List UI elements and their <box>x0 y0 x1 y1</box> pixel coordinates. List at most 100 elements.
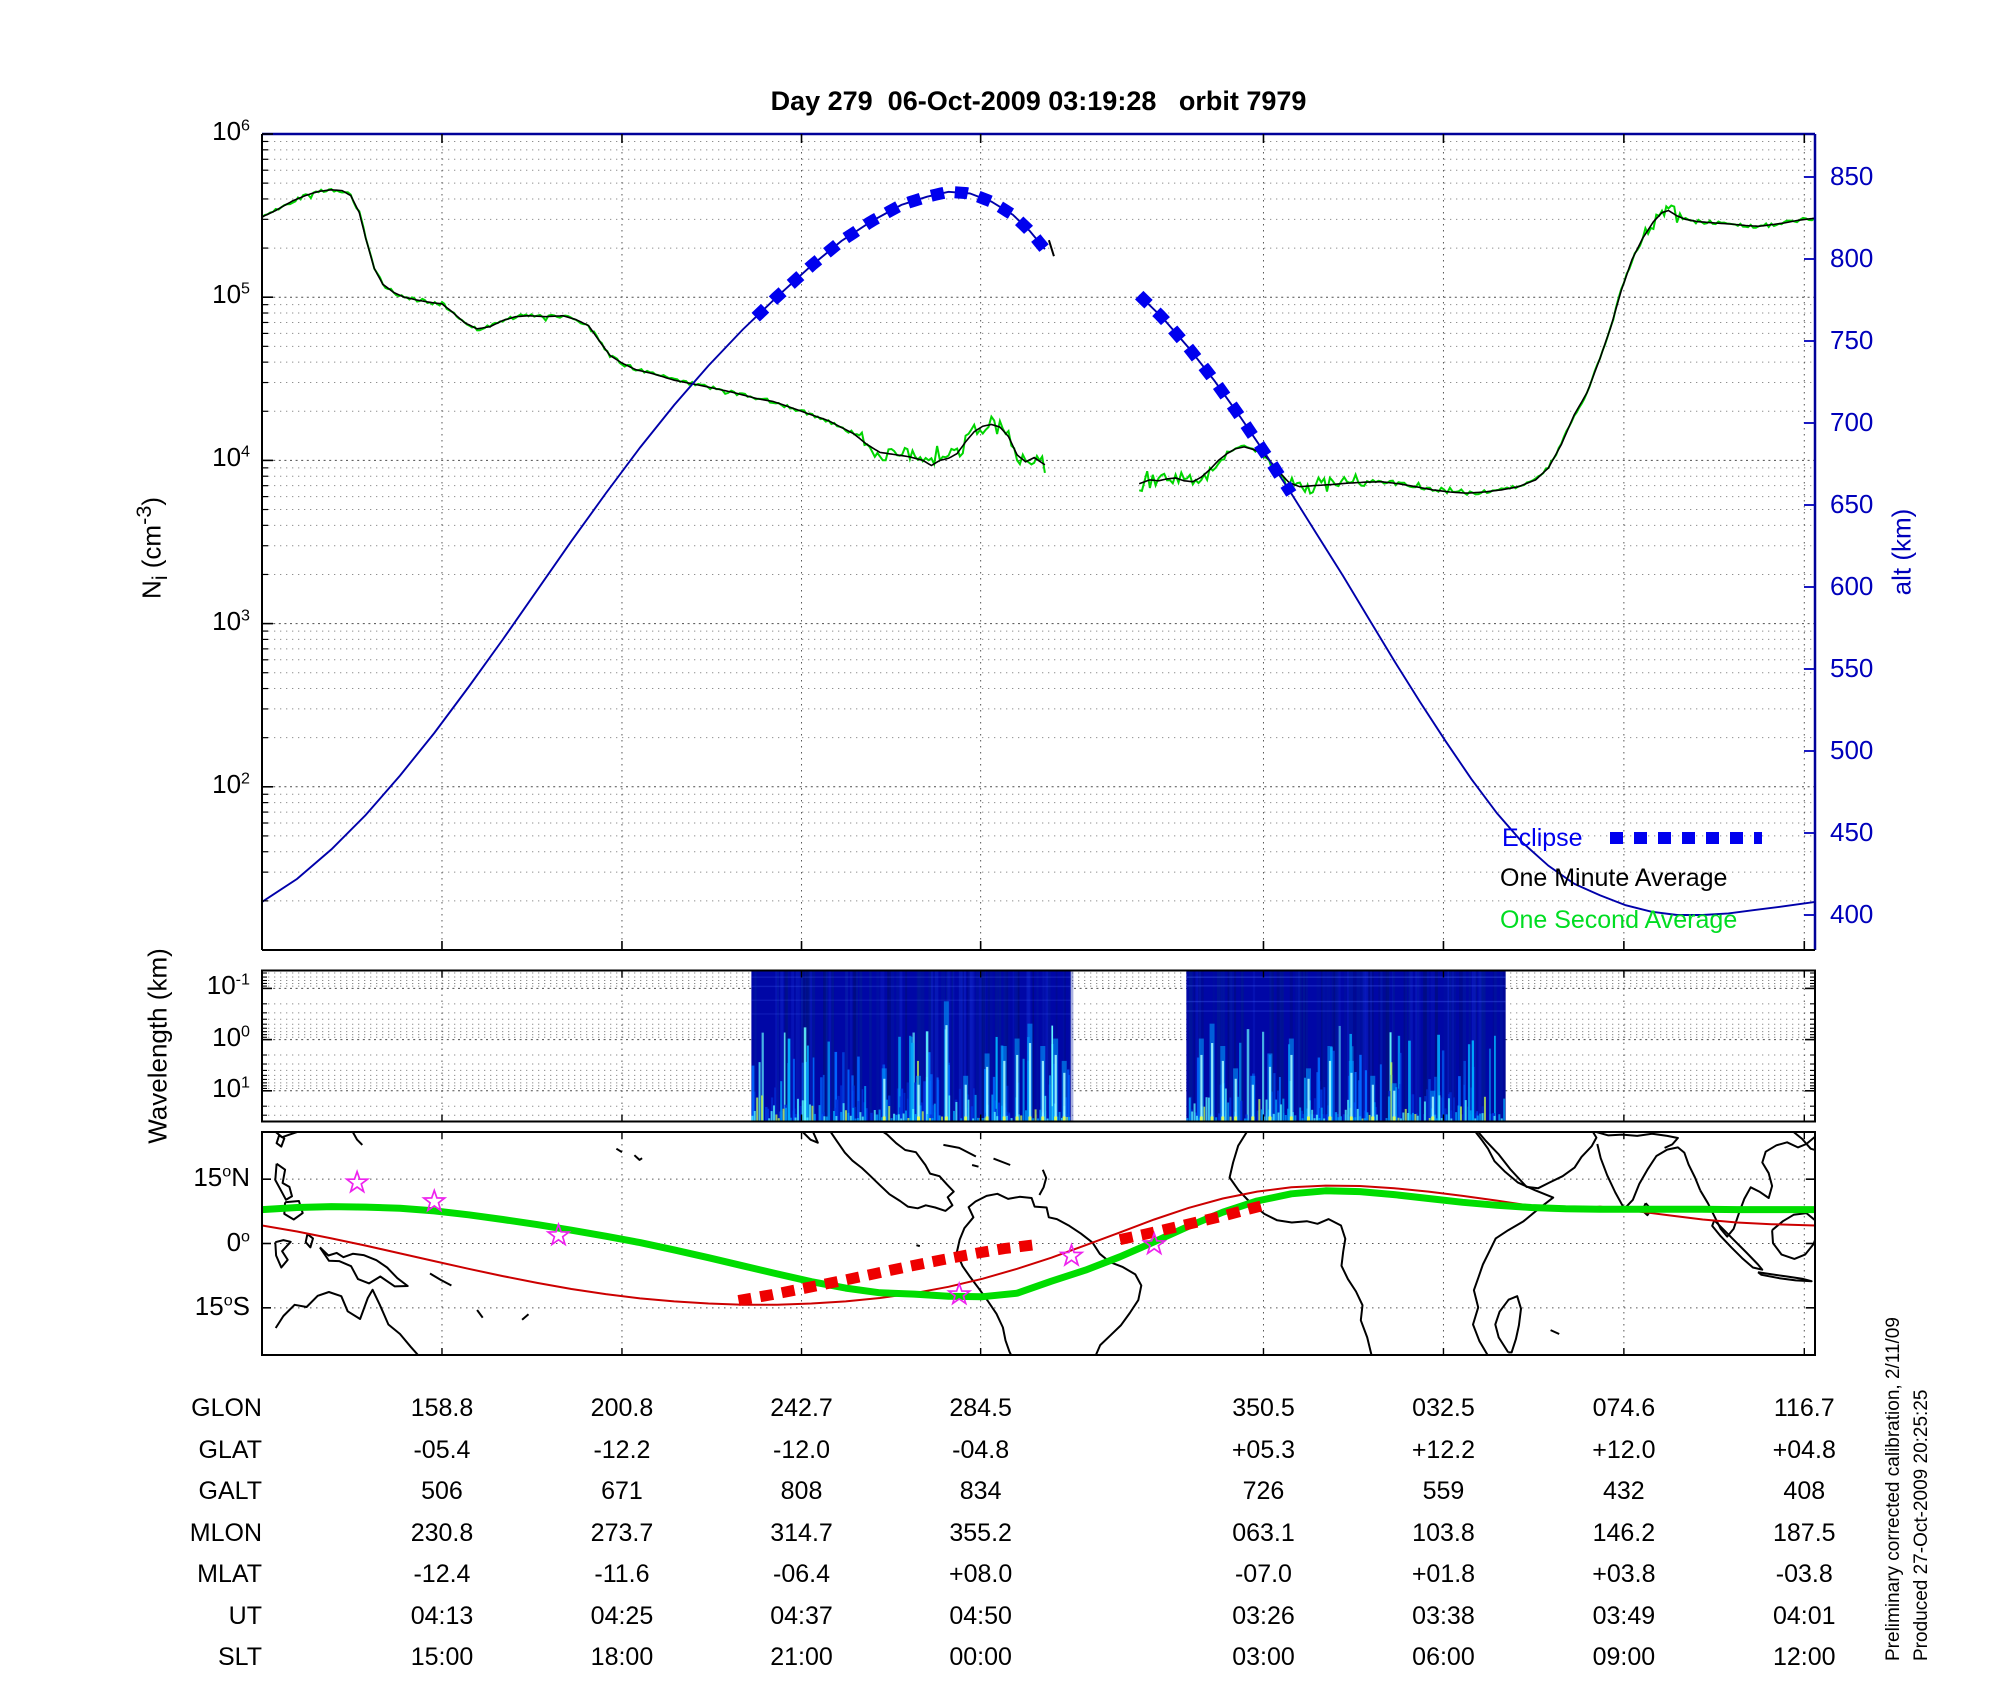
altitude-curve <box>1138 294 1816 916</box>
spectrogram-streak <box>862 1102 866 1121</box>
spectrogram-texture <box>1434 971 1438 1121</box>
coastline <box>633 1154 643 1161</box>
spectrogram-plume <box>1371 1116 1375 1121</box>
spectrogram-streak <box>792 1058 795 1121</box>
spectrogram-texture <box>791 971 795 1121</box>
table-cell: 158.8 <box>410 1394 474 1422</box>
plot-border <box>261 969 1816 1123</box>
coastline <box>429 1272 452 1287</box>
spectrogram-streak <box>857 1101 860 1121</box>
spectrogram-plume <box>1350 1072 1353 1121</box>
spectrogram-streak <box>1058 1111 1061 1121</box>
spectrogram-streak <box>1323 1118 1326 1121</box>
spectrogram-streak <box>847 1112 850 1121</box>
spectrogram-streak <box>1207 1097 1210 1121</box>
spectrogram-streak <box>948 1095 951 1121</box>
spectrogram-texture <box>1362 971 1367 1121</box>
spectrogram-streak <box>1315 1114 1318 1121</box>
ni-tick-label: 104 <box>212 442 250 473</box>
produced-note-line2: Produced 27-Oct-2009 20:25:25 <box>1911 1389 1932 1661</box>
top-plot-curves <box>261 185 1816 916</box>
spectrogram-streak <box>847 1069 850 1121</box>
spectrogram-streak <box>756 1097 759 1121</box>
table-cell: +01.8 <box>1411 1560 1476 1588</box>
spectrogram-streak <box>1399 1118 1402 1121</box>
spectrogram-streak <box>995 1108 997 1121</box>
spectrogram-streak <box>1411 1094 1415 1121</box>
spectrogram-streak <box>1409 1114 1412 1121</box>
spectrogram-streak <box>1357 1080 1361 1121</box>
spectrogram-streak <box>904 1110 907 1121</box>
spectrogram-streak <box>811 1105 814 1121</box>
spectrogram-streak <box>1051 1025 1054 1121</box>
spectrogram-streak <box>837 1095 840 1121</box>
spectrogram-plume <box>1063 1072 1066 1121</box>
spectrogram-plume <box>1251 1084 1254 1121</box>
spectrogram-texture <box>1378 971 1383 1121</box>
spectrogram-streak <box>960 1118 963 1121</box>
spectrogram-texture <box>1269 971 1273 1121</box>
spectrogram-streak <box>1414 1114 1417 1121</box>
spectrogram-streak <box>765 1106 768 1121</box>
spectrogram-streak <box>1005 1085 1009 1121</box>
spectrogram-streak <box>1195 1115 1198 1121</box>
spectrogram-streak <box>1294 1115 1297 1121</box>
spectrogram-plume <box>1268 1066 1272 1121</box>
legend-label-one-minute: One Minute Average <box>1500 864 1728 892</box>
spectrogram-streak <box>1450 1118 1453 1121</box>
spectrogram-streak <box>1008 1112 1011 1121</box>
spectrogram-streak <box>1368 1114 1371 1121</box>
plot-title: Day 279 06-Oct-2009 03:19:28 orbit 7979 <box>770 86 1307 116</box>
produced-note-line1: Preliminary corrected calibration, 2/11/… <box>1883 1317 1904 1661</box>
legend-entry-eclipse: Eclipse <box>1502 824 1583 853</box>
spectrogram-texture <box>869 971 872 1121</box>
table-cell: 04:13 <box>410 1601 474 1630</box>
wavelength-tick-label: 100 <box>212 1021 250 1052</box>
spectrogram-plume <box>1251 1116 1255 1121</box>
spectrogram-streak <box>1419 1097 1422 1121</box>
spectrogram-streak <box>808 1104 811 1121</box>
spectrogram-streak <box>998 1102 1001 1121</box>
spectrogram-streak <box>1464 1100 1467 1121</box>
spectrogram-texture <box>1422 971 1427 1121</box>
spectrogram-streak <box>878 1109 881 1121</box>
coastline <box>1494 1295 1522 1354</box>
spectrogram-texture <box>1415 971 1420 1121</box>
spectrogram-plume <box>1016 1054 1019 1121</box>
spectrogram-texture <box>978 971 982 1121</box>
spectrogram-plume <box>1028 1043 1032 1121</box>
spectrogram-streak <box>822 1074 825 1121</box>
alt-tick-label: 700 <box>1830 407 1874 437</box>
spectrogram-streak <box>940 1116 943 1121</box>
spectrogram-streak <box>1455 1112 1458 1121</box>
table-cell: -07.0 <box>1234 1560 1292 1588</box>
coastline <box>1228 1132 1373 1355</box>
spectrogram-streak <box>1278 1077 1281 1121</box>
one-second-average-curve <box>1138 204 1816 497</box>
spectrogram-texture <box>966 971 970 1121</box>
table-row-label: UT <box>228 1601 262 1630</box>
spectrogram-streak <box>1416 1115 1419 1121</box>
spectrogram-streak <box>1458 1076 1461 1121</box>
spectrogram-texture <box>845 971 849 1121</box>
spectrogram-texture <box>1006 971 1010 1121</box>
spectrogram-streak <box>1354 1072 1357 1121</box>
spectrogram-texture <box>809 971 813 1121</box>
spectrogram-streak <box>1440 1097 1443 1121</box>
coastline <box>1711 1219 1764 1271</box>
spectrogram-plume <box>1268 1116 1272 1121</box>
spectrogram-texture <box>934 971 939 1121</box>
spectrogram-texture <box>1234 971 1237 1121</box>
spectrogram-streak <box>1325 1114 1328 1121</box>
spectrogram-streak <box>908 1035 912 1121</box>
spectrogram-plume <box>1328 1116 1332 1121</box>
spectrogram-streak <box>1435 1118 1438 1121</box>
spectrogram-texture <box>1305 971 1308 1121</box>
spectrogram-texture <box>1385 971 1390 1121</box>
spectrogram-streak <box>801 1100 804 1121</box>
spectrogram-texture <box>1356 971 1361 1121</box>
table-cell: -05.4 <box>413 1435 471 1464</box>
spectrogram-texture <box>998 971 1002 1121</box>
spectrogram-texture <box>1198 971 1200 1121</box>
